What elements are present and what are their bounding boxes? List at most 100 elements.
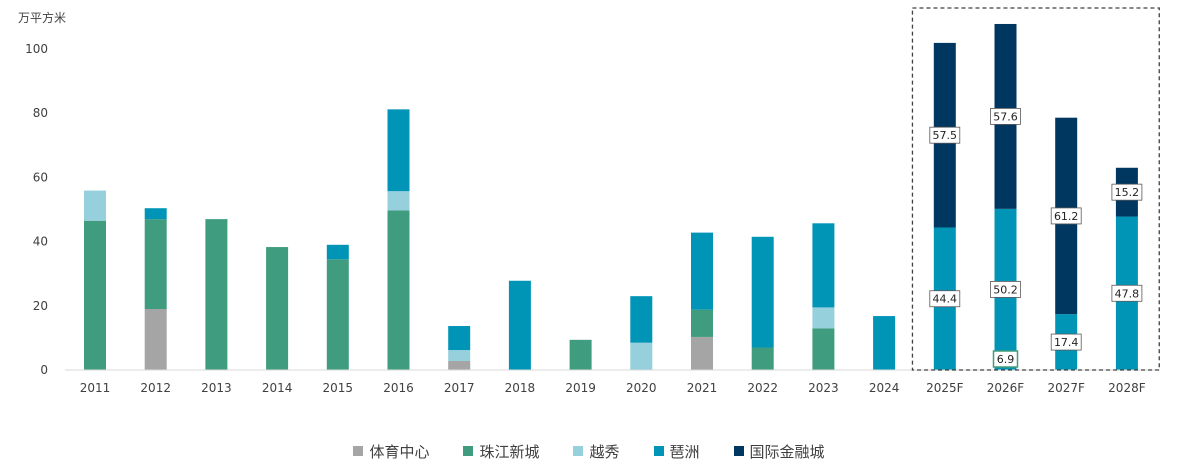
x-tick-label: 2013	[201, 381, 232, 395]
x-tick-label: 2025F	[926, 381, 964, 395]
data-label-box	[990, 108, 1021, 125]
data-labels: 44.4 57.5 50.2 57.6 6.9 17.4 61.2 47.8 15.2	[929, 108, 1143, 368]
bars	[84, 23, 1138, 370]
bar-segment	[84, 190, 106, 221]
forecast-highlight-box	[911, 7, 1160, 371]
data-label-box	[1111, 183, 1143, 201]
legend-label: 琶洲	[669, 442, 700, 461]
legend-swatch	[573, 446, 584, 456]
data-label-box	[1111, 284, 1143, 302]
x-tick-label: 2023	[808, 381, 839, 395]
legend-label: 体育中心	[369, 442, 430, 461]
data-label-text: 61.2	[1054, 210, 1079, 223]
data-label-text: 15.2	[1115, 186, 1140, 199]
x-tick-label: 2016	[383, 381, 414, 395]
y-tick-label: 40	[33, 235, 48, 249]
data-label: 50.2	[990, 281, 1021, 298]
legend-label: 越秀	[589, 442, 620, 461]
data-label-box	[929, 290, 961, 308]
legend-item: 琶洲	[653, 441, 700, 462]
legend-item: 越秀	[573, 441, 620, 462]
x-axis-ticks: 2011 2012 2013 2014 2015 2016 2017 2018 2019 2020…	[80, 381, 1146, 395]
legend-swatch	[463, 446, 474, 456]
bar-segment	[751, 347, 774, 370]
x-tick-label: 2019	[565, 381, 596, 395]
legend-label: 珠江新城	[479, 442, 540, 461]
data-label-text: 50.2	[993, 283, 1018, 296]
data-label: 17.4	[1050, 333, 1082, 351]
bar-segment	[691, 309, 713, 337]
x-tick-label: 2011	[80, 381, 111, 395]
x-tick-label: 2017	[444, 381, 475, 395]
bar-segment	[448, 326, 471, 351]
legend-label: 国际金融城	[749, 442, 825, 461]
bar-segment	[569, 339, 592, 370]
y-tick-label: 100	[25, 42, 48, 56]
bar-segment	[691, 336, 713, 370]
x-tick-label: 2012	[140, 381, 171, 395]
data-label-box	[929, 126, 961, 144]
x-tick-label: 2027F	[1047, 381, 1085, 395]
data-label: 44.4	[929, 290, 961, 308]
x-tick-label: 2022	[747, 381, 778, 395]
bar-segment	[84, 220, 106, 370]
x-tick-label: 2015	[323, 381, 354, 395]
data-label: 15.2	[1111, 183, 1143, 201]
bar-segment	[326, 259, 349, 370]
bar-segment	[812, 328, 835, 370]
legend: 体育中心 珠江新城 越秀 琶洲 国际金融城	[0, 438, 1178, 464]
legend-swatch	[733, 446, 744, 456]
data-label-text: 6.9	[997, 353, 1015, 366]
data-label: 6.9	[992, 350, 1019, 368]
data-label-box	[1050, 333, 1082, 351]
bar-segment	[508, 280, 531, 370]
legend-item: 珠江新城	[463, 441, 539, 462]
data-label: 47.8	[1111, 284, 1143, 302]
y-tick-label: 0	[40, 363, 48, 377]
legend-swatch	[353, 446, 364, 456]
x-tick-label: 2021	[687, 381, 718, 395]
legend-item: 体育中心	[353, 441, 429, 462]
y-tick-label: 20	[33, 299, 48, 313]
bar-segment	[751, 236, 774, 348]
data-label: 61.2	[1050, 207, 1082, 225]
bar-segment	[873, 316, 896, 370]
bar-segment	[144, 219, 167, 310]
bar-segment	[387, 191, 410, 211]
bar-segment	[448, 350, 471, 362]
bar-segment	[812, 223, 835, 308]
bar-segment	[630, 342, 653, 370]
legend-swatch	[653, 446, 664, 456]
legend-item: 国际金融城	[733, 441, 825, 462]
bar-segment	[266, 247, 289, 370]
x-tick-label: 2014	[262, 381, 293, 395]
x-tick-label: 2026F	[987, 381, 1025, 395]
data-label-text: 57.6	[993, 110, 1018, 123]
bar-segment	[630, 296, 653, 343]
data-label-text: 44.4	[933, 293, 958, 306]
data-label-text: 57.5	[933, 129, 958, 142]
data-label-text: 17.4	[1054, 336, 1079, 349]
bar-segment	[691, 232, 713, 310]
bar-segment	[387, 210, 410, 370]
data-label-box	[990, 281, 1021, 298]
x-tick-label: 2028F	[1108, 381, 1146, 395]
data-label: 57.5	[929, 126, 961, 144]
bar-segment	[812, 307, 835, 329]
y-axis-ticks: 0 20 40 60 80 100	[25, 42, 48, 377]
bar-segment	[144, 309, 167, 370]
data-label-box	[1050, 207, 1082, 225]
y-tick-label: 60	[33, 170, 48, 184]
x-tick-label: 2020	[626, 381, 657, 395]
data-label-text: 47.8	[1115, 287, 1140, 300]
x-tick-label: 2018	[505, 381, 536, 395]
data-label: 57.6	[990, 108, 1021, 125]
y-axis-unit-label: 万平方米	[18, 10, 66, 25]
x-tick-label: 2024	[869, 381, 900, 395]
bar-segment	[326, 244, 349, 260]
data-label-box	[992, 350, 1019, 368]
y-tick-label: 80	[33, 106, 48, 120]
bar-segment	[205, 219, 228, 370]
bar-segment	[144, 208, 167, 220]
